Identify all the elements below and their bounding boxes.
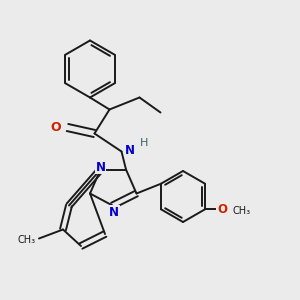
- Text: CH₃: CH₃: [17, 235, 35, 245]
- Text: O: O: [217, 203, 227, 216]
- Text: N: N: [95, 160, 106, 174]
- Text: CH₃: CH₃: [233, 206, 251, 216]
- Text: O: O: [51, 121, 62, 134]
- Text: H: H: [140, 138, 148, 148]
- Text: N: N: [109, 206, 119, 219]
- Text: N: N: [124, 143, 134, 157]
